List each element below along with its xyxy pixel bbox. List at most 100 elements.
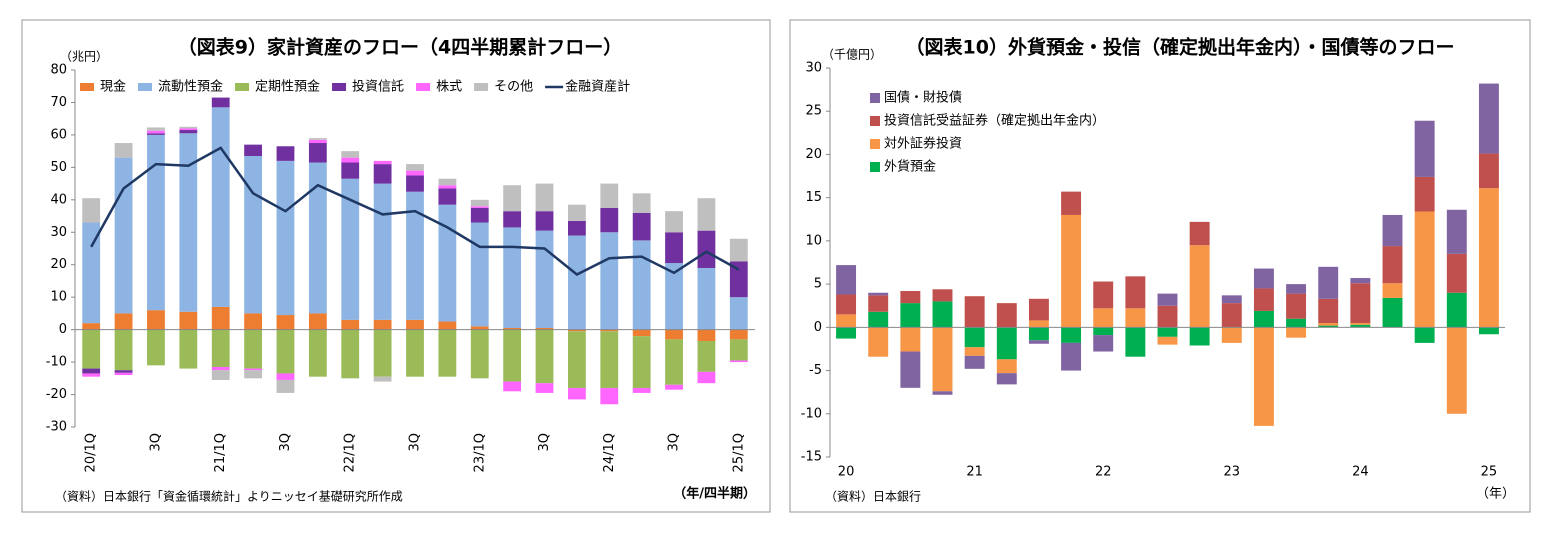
bar-segment bbox=[1028, 298, 1049, 321]
chart-title: （図表10）外貨預金・投信（確定拠出年金内）・国債等のフロー bbox=[906, 36, 1455, 59]
legend-label: 対外証券投資 bbox=[884, 136, 962, 152]
legend-label: その他 bbox=[494, 80, 533, 95]
bar-segment bbox=[503, 211, 522, 228]
bar-segment bbox=[535, 328, 554, 330]
bar-segment bbox=[996, 373, 1017, 385]
bar-segment bbox=[308, 313, 327, 330]
y-axis-label: （兆円） bbox=[60, 50, 108, 64]
bar-segment bbox=[1414, 327, 1435, 343]
bar-segment bbox=[503, 381, 522, 392]
bar-segment bbox=[179, 133, 198, 312]
y-tick-label: 30 bbox=[50, 225, 67, 240]
x-tick-label: 25 bbox=[1481, 465, 1498, 480]
bar-segment bbox=[341, 157, 360, 163]
bar-segment bbox=[1093, 281, 1114, 309]
bar-segment bbox=[632, 329, 651, 337]
bar-segment bbox=[1318, 323, 1339, 326]
bar-segment bbox=[665, 384, 683, 390]
bar-segment bbox=[1253, 288, 1274, 311]
y-tick-label: 0 bbox=[59, 322, 67, 337]
bar-segment bbox=[503, 329, 522, 382]
bar-segment bbox=[406, 170, 424, 176]
bar-segment bbox=[697, 329, 716, 341]
y-tick-label: 25 bbox=[805, 104, 822, 119]
bar-segment bbox=[600, 183, 619, 208]
bar-segment bbox=[114, 143, 133, 158]
bar-segment bbox=[1125, 308, 1146, 328]
bar-segment bbox=[1446, 327, 1467, 414]
bar-segment bbox=[1221, 295, 1242, 304]
bar-segment bbox=[470, 206, 489, 208]
bar-segment bbox=[1382, 214, 1403, 247]
bar-segment bbox=[836, 314, 857, 328]
bar-segment bbox=[82, 323, 101, 330]
legend-swatch bbox=[80, 83, 94, 91]
bar-segment bbox=[900, 303, 921, 328]
x-axis-label: （年） bbox=[1476, 487, 1515, 502]
bar-segment bbox=[932, 327, 953, 392]
bar-segment bbox=[535, 183, 554, 212]
bar-segment bbox=[1253, 268, 1274, 289]
x-tick-label: 21 bbox=[966, 465, 983, 480]
bar-segment bbox=[276, 146, 295, 161]
bar-segment bbox=[568, 329, 586, 332]
y-tick-label: 20 bbox=[50, 257, 67, 272]
y-tick-label: 10 bbox=[50, 290, 67, 305]
bar-segment bbox=[147, 133, 165, 135]
x-tick-label: 22 bbox=[1095, 465, 1112, 480]
bar-segment bbox=[438, 185, 457, 189]
bar-segment bbox=[244, 329, 262, 369]
bar-segment bbox=[1318, 298, 1339, 324]
bar-segment bbox=[82, 329, 101, 369]
bar-segment bbox=[308, 143, 327, 163]
bar-segment bbox=[82, 198, 101, 223]
bar-segment bbox=[147, 329, 165, 366]
bar-segment bbox=[665, 339, 683, 385]
bar-segment bbox=[1093, 327, 1114, 336]
bar-segment bbox=[1414, 120, 1435, 177]
legend-label: 投資信託 bbox=[352, 79, 404, 95]
bar-segment bbox=[82, 373, 101, 377]
y-tick-label: 10 bbox=[805, 233, 822, 248]
bar-segment bbox=[535, 211, 554, 231]
bar-segment bbox=[1446, 292, 1467, 328]
source: （資料）日本銀行「資金循環統計」よりニッセイ基礎研究所作成 bbox=[55, 489, 403, 504]
bar-segment bbox=[1414, 211, 1435, 328]
bar-segment bbox=[114, 372, 133, 376]
bar-segment bbox=[147, 127, 165, 131]
bar-segment bbox=[1061, 214, 1082, 328]
bar-segment bbox=[114, 313, 133, 330]
bar-segment bbox=[1157, 305, 1178, 328]
bar-segment bbox=[503, 227, 522, 329]
legend-swatch bbox=[474, 83, 489, 91]
bar-segment bbox=[729, 297, 748, 330]
bar-segment bbox=[1350, 278, 1371, 284]
bar-segment bbox=[568, 204, 586, 221]
bar-segment bbox=[308, 139, 327, 144]
bar-segment bbox=[697, 340, 716, 372]
bar-segment bbox=[1382, 246, 1403, 284]
bar-segment bbox=[632, 212, 651, 241]
bar-segment bbox=[1189, 245, 1210, 328]
bar-segment bbox=[729, 261, 748, 298]
y-tick-label: 15 bbox=[805, 190, 822, 205]
bar-segment bbox=[1125, 276, 1146, 309]
y-tick-label: -10 bbox=[46, 355, 67, 370]
legend-label: 外貨預金 bbox=[884, 159, 936, 175]
bar-segment bbox=[1157, 327, 1178, 337]
bar-segment bbox=[697, 267, 716, 330]
bar-segment bbox=[82, 222, 101, 324]
bar-segment bbox=[438, 178, 457, 186]
bar-segment bbox=[211, 306, 230, 330]
bar-segment bbox=[632, 240, 651, 330]
bar-segment bbox=[1350, 324, 1371, 328]
bar-segment bbox=[868, 295, 889, 312]
bar-segment bbox=[964, 327, 985, 348]
bar-segment bbox=[373, 376, 392, 382]
bar-segment bbox=[341, 329, 360, 379]
line bbox=[90, 146, 740, 276]
bar-segment bbox=[373, 160, 392, 165]
y-tick-label: -10 bbox=[801, 406, 822, 421]
y-tick-label: -20 bbox=[46, 387, 67, 402]
